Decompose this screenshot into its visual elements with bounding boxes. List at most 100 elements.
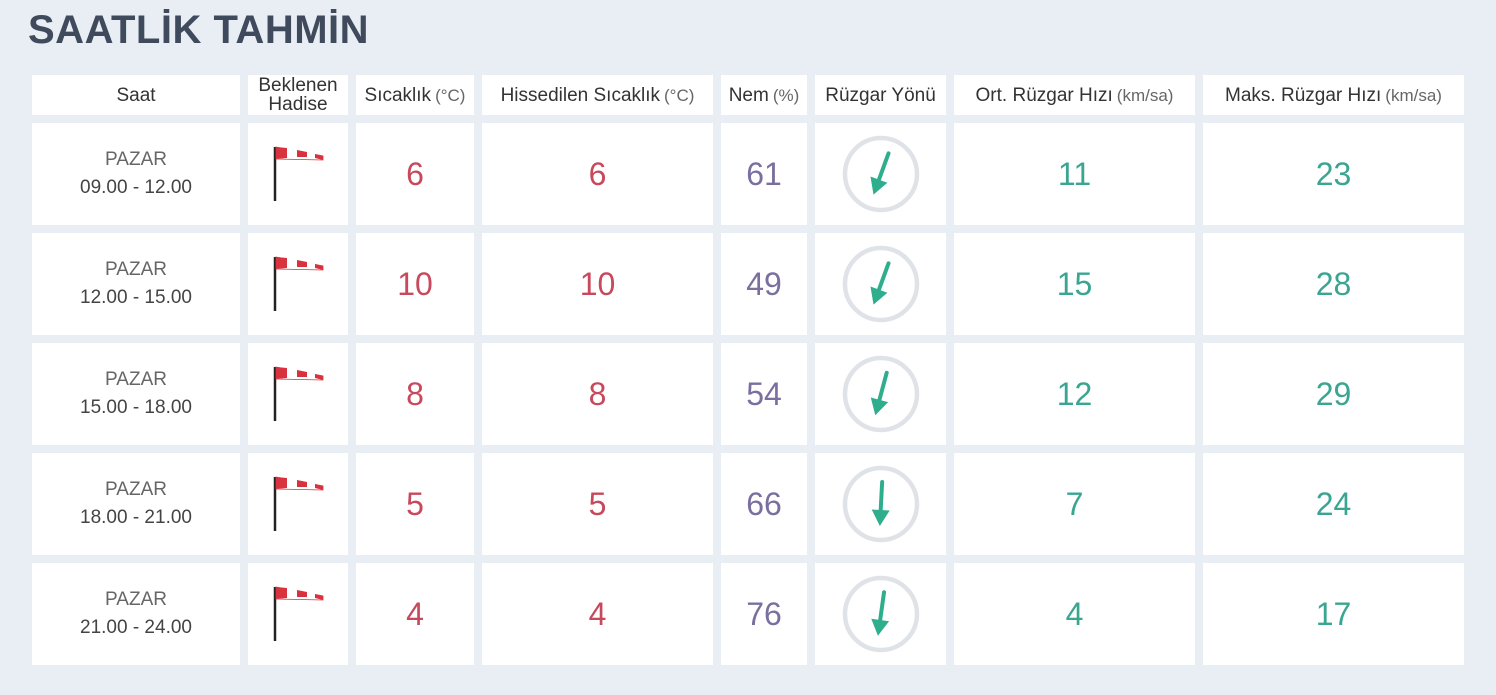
- forecast-table: Saat Beklenen Hadise Sıcaklık (°C) Hissedile…: [32, 75, 1464, 665]
- temperature-cell: 5: [356, 453, 474, 555]
- event-cell: [248, 123, 348, 225]
- feels-like: 5: [588, 485, 607, 522]
- wind-arrow: [870, 590, 889, 636]
- max-wind-speed-cell: 24: [1203, 453, 1464, 555]
- humidity-cell: 61: [721, 123, 807, 225]
- max-wind-speed: 17: [1315, 595, 1352, 632]
- temperature: 8: [406, 375, 424, 412]
- event-cell: [248, 453, 348, 555]
- wind-direction-icon: [842, 355, 919, 433]
- feels-like: 10: [579, 265, 616, 302]
- windsock-icon: [273, 476, 324, 531]
- header-cell: Hissedilen Sıcaklık (°C): [482, 75, 713, 115]
- temperature: 6: [406, 155, 424, 192]
- header-cell: Rüzgar Yönü: [815, 75, 946, 115]
- day: PAZAR: [105, 589, 167, 610]
- humidity-cell: 76: [721, 563, 807, 665]
- header-label: Maks. Rüzgar Hızı: [1225, 84, 1382, 106]
- header-cell: Nem (%): [721, 75, 807, 115]
- event-cell: [248, 233, 348, 335]
- header-cell: Saat: [32, 75, 240, 115]
- wind-speed: 12: [1056, 375, 1093, 412]
- feels-like-cell: 10: [482, 233, 713, 335]
- event-cell: [248, 343, 348, 445]
- feels-like: 6: [588, 155, 607, 192]
- feels-like-cell: 4: [482, 563, 713, 665]
- wind-direction-cell: [815, 343, 946, 445]
- wind-speed-cell: 7: [954, 453, 1195, 555]
- wind-arrow: [870, 370, 889, 416]
- header-label: Nem: [728, 84, 769, 106]
- time-range: 15.00 - 18.00: [80, 397, 192, 418]
- time-cell: PAZAR 18.00 - 21.00: [32, 453, 240, 555]
- wind-speed-cell: 4: [954, 563, 1195, 665]
- feels-like-cell: 8: [482, 343, 713, 445]
- wind-speed: 7: [1065, 485, 1084, 522]
- wind-direction-icon: [842, 245, 919, 323]
- max-wind-speed: 24: [1315, 485, 1352, 522]
- temperature-cell: 10: [356, 233, 474, 335]
- wind-speed-cell: 12: [954, 343, 1195, 445]
- header-label: Beklenen Hadise: [258, 75, 338, 115]
- header-cell: Sıcaklık (°C): [356, 75, 474, 115]
- wind-direction-cell: [815, 233, 946, 335]
- day: PAZAR: [105, 259, 167, 280]
- wind-direction-cell: [815, 563, 946, 665]
- header-cell: Ort. Rüzgar Hızı (km/sa): [954, 75, 1195, 115]
- wind-direction-icon: [842, 135, 919, 213]
- event-cell: [248, 563, 348, 665]
- wind-speed: 4: [1065, 595, 1084, 632]
- humidity-cell: 66: [721, 453, 807, 555]
- time-range: 21.00 - 24.00: [80, 617, 192, 638]
- header-label: Sıcaklık: [364, 84, 432, 106]
- temperature: 4: [406, 595, 424, 632]
- temperature-cell: 4: [356, 563, 474, 665]
- header-cell: Maks. Rüzgar Hızı (km/sa): [1203, 75, 1464, 115]
- feels-like-cell: 6: [482, 123, 713, 225]
- header-unit: (°C): [435, 85, 466, 105]
- time-range: 12.00 - 15.00: [80, 287, 192, 308]
- time-cell: PAZAR 12.00 - 15.00: [32, 233, 240, 335]
- humidity: 76: [746, 595, 782, 632]
- temperature-cell: 6: [356, 123, 474, 225]
- max-wind-speed: 23: [1315, 155, 1352, 192]
- header-label: Saat: [116, 84, 156, 106]
- wind-speed: 15: [1056, 265, 1093, 302]
- feels-like-cell: 5: [482, 453, 713, 555]
- windsock-icon: [273, 256, 324, 311]
- time-cell: PAZAR 21.00 - 24.00: [32, 563, 240, 665]
- day: PAZAR: [105, 149, 167, 170]
- header-label: Hissedilen Sıcaklık: [500, 84, 661, 106]
- humidity: 66: [746, 485, 782, 522]
- humidity: 54: [746, 375, 782, 412]
- wind-speed-cell: 15: [954, 233, 1195, 335]
- windsock-icon: [273, 366, 324, 421]
- humidity-cell: 54: [721, 343, 807, 445]
- wind-arrow: [869, 151, 891, 195]
- header-unit: (°C): [664, 85, 695, 105]
- wind-direction-cell: [815, 123, 946, 225]
- temperature: 5: [406, 485, 424, 522]
- max-wind-speed-cell: 17: [1203, 563, 1464, 665]
- max-wind-speed: 28: [1315, 265, 1352, 302]
- time-range: 09.00 - 12.00: [80, 177, 192, 198]
- wind-direction-cell: [815, 453, 946, 555]
- time-range: 18.00 - 21.00: [80, 507, 192, 528]
- humidity-cell: 49: [721, 233, 807, 335]
- time-cell: PAZAR 09.00 - 12.00: [32, 123, 240, 225]
- wind-direction-icon: [842, 575, 919, 653]
- windsock-icon: [273, 146, 324, 201]
- time-cell: PAZAR 15.00 - 18.00: [32, 343, 240, 445]
- header-label: Ort. Rüzgar Hızı: [975, 84, 1113, 106]
- wind-direction-icon: [842, 465, 919, 543]
- humidity: 49: [746, 265, 782, 302]
- wind-speed: 11: [1057, 155, 1092, 192]
- max-wind-speed: 29: [1315, 375, 1352, 412]
- wind-arrow: [871, 480, 890, 526]
- header-unit: (km/sa): [1116, 85, 1174, 105]
- wind-speed-cell: 11: [954, 123, 1195, 225]
- day: PAZAR: [105, 369, 167, 390]
- windsock-icon: [273, 586, 324, 641]
- feels-like: 4: [588, 595, 607, 632]
